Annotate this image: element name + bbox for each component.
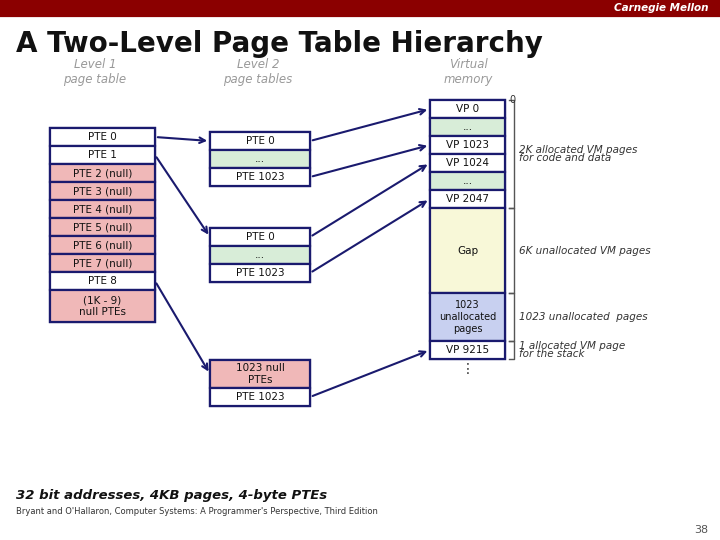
Text: Carnegie Mellon: Carnegie Mellon <box>613 3 708 13</box>
Bar <box>210 150 310 168</box>
Text: for code and data: for code and data <box>519 153 611 163</box>
Bar <box>50 182 155 200</box>
Bar <box>430 293 505 341</box>
Text: 6K unallocated VM pages: 6K unallocated VM pages <box>519 246 651 255</box>
Text: 2K allocated VM pages: 2K allocated VM pages <box>519 145 637 155</box>
Text: Virtual
memory: Virtual memory <box>444 58 492 86</box>
Bar <box>430 341 505 359</box>
Bar <box>50 128 155 322</box>
Text: ...: ... <box>255 154 265 164</box>
Text: 1023 null
PTEs: 1023 null PTEs <box>235 363 284 385</box>
Text: 32 bit addresses, 4KB pages, 4-byte PTEs: 32 bit addresses, 4KB pages, 4-byte PTEs <box>16 489 327 502</box>
Text: PTE 7 (null): PTE 7 (null) <box>73 258 132 268</box>
Bar <box>0 0 720 16</box>
Text: (1K - 9)
null PTEs: (1K - 9) null PTEs <box>79 295 126 317</box>
Text: PTE 6 (null): PTE 6 (null) <box>73 240 132 250</box>
Bar <box>50 272 155 290</box>
Bar <box>50 254 155 272</box>
Text: PTE 1023: PTE 1023 <box>235 268 284 278</box>
Bar <box>430 154 505 172</box>
Text: PTE 1023: PTE 1023 <box>235 172 284 182</box>
Bar <box>50 128 155 146</box>
Text: VP 0: VP 0 <box>456 104 479 114</box>
Text: PTE 1023: PTE 1023 <box>235 392 284 402</box>
Bar <box>210 264 310 282</box>
Bar <box>210 246 310 264</box>
Bar <box>210 360 310 406</box>
Bar <box>430 190 505 208</box>
Text: 1023
unallocated
pages: 1023 unallocated pages <box>439 300 496 334</box>
Text: A Two-Level Page Table Hierarchy: A Two-Level Page Table Hierarchy <box>16 30 543 58</box>
Text: VP 9215: VP 9215 <box>446 345 489 355</box>
Text: ...: ... <box>462 176 472 186</box>
Text: for the stack: for the stack <box>519 349 585 359</box>
Text: 0: 0 <box>509 95 515 105</box>
Text: 1 allocated VM page: 1 allocated VM page <box>519 341 625 351</box>
Bar <box>210 388 310 406</box>
Text: ...: ... <box>255 250 265 260</box>
Text: Level 1
page table: Level 1 page table <box>63 58 127 86</box>
Text: 38: 38 <box>694 525 708 535</box>
Text: PTE 0: PTE 0 <box>246 232 274 242</box>
Text: Level 2
page tables: Level 2 page tables <box>223 58 292 86</box>
Text: PTE 2 (null): PTE 2 (null) <box>73 168 132 178</box>
Bar <box>210 132 310 186</box>
Text: PTE 5 (null): PTE 5 (null) <box>73 222 132 232</box>
Bar <box>210 168 310 186</box>
Text: Gap: Gap <box>457 246 478 255</box>
Bar <box>210 228 310 282</box>
Text: 1023 unallocated  pages: 1023 unallocated pages <box>519 312 647 322</box>
Bar <box>50 164 155 182</box>
Bar <box>50 218 155 236</box>
Bar <box>430 172 505 190</box>
Bar <box>210 228 310 246</box>
Text: Bryant and O'Hallaron, Computer Systems: A Programmer's Perspective, Third Editi: Bryant and O'Hallaron, Computer Systems:… <box>16 507 378 516</box>
Bar <box>50 236 155 254</box>
Text: ...: ... <box>462 122 472 132</box>
Bar <box>210 360 310 388</box>
Text: PTE 4 (null): PTE 4 (null) <box>73 204 132 214</box>
Text: PTE 0: PTE 0 <box>88 132 117 142</box>
Text: ⋮: ⋮ <box>461 362 474 376</box>
Bar <box>430 208 505 293</box>
Bar <box>430 136 505 154</box>
Bar <box>50 290 155 322</box>
Bar <box>210 132 310 150</box>
Bar <box>50 146 155 164</box>
Text: PTE 0: PTE 0 <box>246 136 274 146</box>
Bar <box>430 100 505 359</box>
Text: VP 1023: VP 1023 <box>446 140 489 150</box>
Bar <box>430 118 505 136</box>
Text: PTE 3 (null): PTE 3 (null) <box>73 186 132 196</box>
Text: PTE 1: PTE 1 <box>88 150 117 160</box>
Bar <box>50 200 155 218</box>
Text: VP 1024: VP 1024 <box>446 158 489 168</box>
Bar <box>430 100 505 118</box>
Text: VP 2047: VP 2047 <box>446 194 489 204</box>
Text: PTE 8: PTE 8 <box>88 276 117 286</box>
